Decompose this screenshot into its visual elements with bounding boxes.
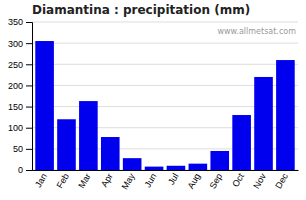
y-tick-mark (26, 128, 32, 129)
grid-line (32, 64, 298, 65)
y-tick: 100 (8, 123, 32, 133)
y-tick-label: 100 (8, 123, 23, 133)
y-tick-mark (26, 22, 32, 23)
y-tick: 250 (8, 60, 32, 70)
x-tick-label: Oct (230, 171, 246, 189)
bar (35, 41, 54, 170)
x-tick: Aug (186, 172, 203, 191)
bar (79, 101, 98, 170)
y-tick-mark (26, 64, 32, 65)
bar (123, 158, 142, 170)
bar (101, 137, 120, 170)
bar (57, 119, 76, 170)
y-tick: 350 (8, 17, 32, 27)
y-tick-mark (26, 107, 32, 108)
annotation: www.allmetsat.com (218, 27, 297, 36)
bar (254, 77, 273, 170)
x-tick: Dec (273, 171, 290, 190)
x-tick: Sep (208, 172, 225, 191)
grid-line (32, 43, 298, 44)
x-tick: May (119, 171, 136, 191)
x-tick-label: Jan (33, 172, 49, 190)
y-tick: 50 (13, 144, 32, 154)
y-tick: 300 (8, 39, 32, 49)
x-tick-label: May (119, 171, 136, 191)
bar (232, 115, 251, 170)
x-tick-label: Feb (55, 172, 71, 190)
y-tick-label: 300 (8, 39, 23, 49)
y-tick-label: 250 (8, 60, 23, 70)
bar (210, 151, 229, 170)
x-tick-label: Sep (208, 172, 225, 191)
x-tick-label: Apr (99, 172, 115, 189)
y-tick-mark (26, 170, 32, 171)
x-tick-label: Aug (186, 172, 203, 191)
y-axis-line (26, 23, 33, 171)
y-tick-mark (26, 149, 32, 150)
bar (276, 60, 295, 170)
y-tick-label: 350 (8, 17, 23, 27)
bar (145, 167, 164, 170)
grid-line (32, 22, 298, 23)
y-tick: 150 (8, 102, 32, 112)
x-axis-line (33, 170, 299, 171)
x-tick-label: Nov (251, 171, 268, 190)
x-axis: Jan Feb Mar AprMay Jun Jul Aug Sep Oct Nov Dec (33, 171, 299, 192)
y-tick-mark (26, 85, 32, 86)
y-tick-label: 0 (18, 165, 23, 175)
bar (167, 166, 186, 170)
y-tick-label: 150 (8, 102, 23, 112)
x-tick-label: Mar (76, 172, 92, 190)
y-tick-mark (26, 43, 32, 44)
x-tick: Nov (251, 171, 268, 190)
y-tick: 0 (18, 165, 32, 175)
x-tick-label: Jun (143, 172, 159, 190)
x-tick: Mar (76, 172, 92, 190)
title: Diamantina : precipitation (mm) (32, 3, 250, 17)
x-tick: Feb (55, 172, 71, 190)
x-tick: Apr (99, 172, 115, 189)
y-tick-label: 50 (13, 144, 23, 154)
y-tick: 200 (8, 81, 32, 91)
x-tick: Jan (33, 172, 49, 190)
x-tick-label: Dec (273, 171, 290, 190)
grid (32, 22, 298, 170)
chart: 050100150200250300350JanFebMarAprMayJunJ… (0, 0, 306, 200)
bar (189, 164, 208, 170)
x-tick: Jun (143, 172, 159, 190)
x-tick-label: Jul (166, 172, 180, 187)
bars (35, 41, 294, 170)
y-tick-label: 200 (8, 81, 23, 91)
x-tick: Jul (166, 172, 180, 187)
y-axis: 0 50 100 150 200 250 300 350 (8, 17, 33, 175)
x-tick: Oct (230, 171, 246, 189)
